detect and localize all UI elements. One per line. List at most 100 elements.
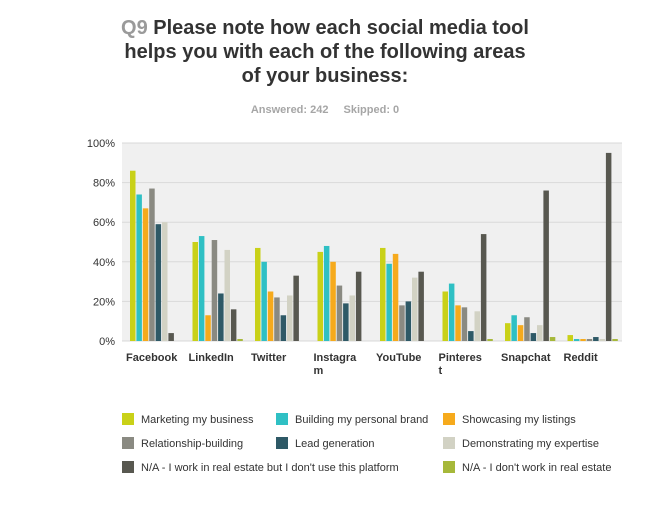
- bar: [380, 247, 386, 341]
- answered-count: Answered: 242: [250, 104, 329, 116]
- y-tick-label: 60%: [93, 217, 115, 229]
- legend-swatch: [122, 461, 134, 474]
- bar: [487, 339, 493, 341]
- skipped-count: Skipped: 0: [343, 104, 400, 116]
- bar: [386, 263, 392, 341]
- bar: [468, 331, 474, 341]
- legend-label: N/A - I don't work in real estate: [462, 462, 612, 474]
- bar: [330, 261, 336, 341]
- bar: [412, 277, 418, 341]
- bar: [343, 303, 349, 341]
- legend-swatch: [443, 437, 455, 450]
- bar: [355, 271, 362, 341]
- legend-label: Demonstrating my expertise: [462, 438, 599, 450]
- legend-label: Lead generation: [295, 438, 375, 450]
- legend-label: Marketing my business: [141, 414, 254, 426]
- bar: [198, 236, 205, 341]
- bar: [586, 339, 593, 341]
- legend-item: Building my personal brand: [276, 413, 428, 427]
- bar: [405, 301, 412, 341]
- y-tick-label: 80%: [93, 178, 115, 190]
- legend-swatch: [443, 461, 455, 474]
- y-tick-label: 20%: [93, 296, 115, 308]
- bar: [599, 339, 605, 341]
- plot-area: [122, 143, 622, 341]
- bar: [442, 291, 448, 341]
- bar: [267, 291, 274, 341]
- x-tick-label: Instagra m: [314, 352, 358, 377]
- bar: [537, 325, 543, 341]
- bar: [336, 285, 343, 341]
- bar: [155, 224, 162, 341]
- bar: [549, 337, 556, 341]
- x-tick-label: Twitter: [251, 352, 287, 364]
- legend-swatch: [122, 413, 134, 426]
- legend-label: N/A - I work in real estate but I don't …: [141, 462, 399, 474]
- bar: [255, 247, 261, 341]
- bar: [511, 315, 517, 341]
- legend-item: N/A - I don't work in real estate: [443, 461, 611, 475]
- bar: [605, 152, 612, 341]
- bar: [149, 188, 155, 341]
- legend-item: Lead generation: [276, 437, 375, 451]
- legend-label: Building my personal brand: [295, 414, 429, 426]
- bar: [168, 333, 174, 341]
- legend-item: Marketing my business: [122, 413, 254, 427]
- bar: [392, 253, 399, 341]
- bar: [418, 271, 424, 341]
- question-number: Q9: [121, 17, 148, 39]
- legend-item: Relationship-building: [122, 437, 243, 451]
- bar: [237, 339, 243, 341]
- bar: [593, 337, 599, 341]
- bar: [142, 208, 149, 341]
- bar: [280, 315, 287, 341]
- bar: [293, 275, 299, 341]
- x-tick-label: YouTube: [376, 352, 421, 364]
- bar: [349, 295, 355, 341]
- bar: [567, 335, 573, 341]
- title-line-2: helps you with each of the following are…: [124, 41, 526, 63]
- legend-item: Showcasing my listings: [443, 413, 576, 427]
- x-tick-label: Snapchat: [501, 352, 551, 364]
- bar: [461, 307, 468, 341]
- legend-label: Showcasing my listings: [462, 414, 576, 426]
- legend-item: Demonstrating my expertise: [443, 437, 599, 451]
- legend-item: N/A - I work in real estate but I don't …: [122, 461, 399, 475]
- bar: [274, 297, 280, 341]
- bar: [192, 242, 198, 341]
- legend-swatch: [276, 437, 288, 450]
- bar: [455, 305, 461, 341]
- y-tick-label: 40%: [93, 257, 115, 269]
- bar: [261, 261, 267, 341]
- x-tick-label: Facebook: [126, 352, 178, 364]
- bar: [162, 222, 168, 341]
- bar: [218, 293, 224, 341]
- title-line-3: of your business:: [241, 65, 409, 87]
- bar: [480, 234, 487, 341]
- bar: [399, 305, 405, 341]
- bar: [230, 309, 237, 341]
- bar: [505, 323, 511, 341]
- bar: [524, 317, 530, 341]
- bar: [543, 190, 549, 341]
- bar: [317, 251, 323, 341]
- bar: [323, 245, 330, 341]
- x-tick-label: Pinteres t: [439, 352, 482, 377]
- bar: [580, 339, 586, 341]
- bar: [530, 333, 537, 341]
- bar: [224, 249, 230, 341]
- bar: [287, 295, 293, 341]
- bar: [612, 339, 618, 341]
- x-tick-label: Reddit: [564, 352, 599, 364]
- legend-swatch: [122, 437, 134, 450]
- bar: [517, 325, 524, 341]
- bar: [205, 315, 211, 341]
- response-summary: Answered: 242 Skipped: 0: [0, 104, 650, 116]
- legend-swatch: [276, 413, 288, 426]
- bar: [474, 311, 480, 341]
- bar: [448, 283, 455, 341]
- bar: [136, 194, 142, 341]
- question-title: Q9 Please note how each social media too…: [0, 16, 650, 88]
- bar: [573, 339, 580, 341]
